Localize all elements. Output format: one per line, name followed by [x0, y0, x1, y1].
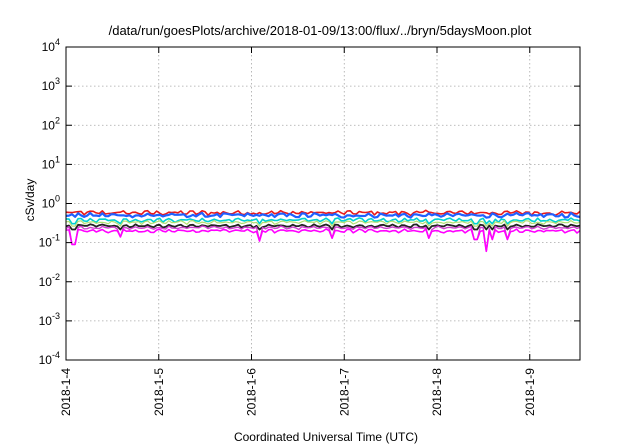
- axes-layer: 10-4 10-3 10-2 10-1 100 101 102 103 104 2018-1-4 2…: [39, 37, 581, 416]
- y-tick-label: 10-2: [39, 272, 60, 289]
- x-tick-label: 2018-1-5: [152, 368, 166, 416]
- y-tick-label: 100: [42, 194, 60, 211]
- y-tick-label: 101: [42, 154, 60, 171]
- y-tick-label: 10-4: [39, 350, 60, 367]
- series-line: [66, 228, 581, 253]
- series-line: [65, 223, 581, 231]
- y-tick-label: 104: [42, 37, 60, 54]
- series-line: [65, 220, 581, 227]
- y-tick-label: 103: [42, 76, 60, 93]
- y-tick-label: 102: [42, 115, 60, 132]
- x-tick-label: 2018-1-8: [430, 368, 444, 416]
- x-tick-label: 2018-1-4: [59, 368, 73, 416]
- series-line: [65, 211, 581, 219]
- series-line: [65, 217, 581, 225]
- plot-frame: [65, 46, 581, 361]
- x-tick-label: 2018-1-6: [245, 368, 259, 416]
- grid-layer: [66, 47, 580, 360]
- series-layer: [65, 209, 581, 253]
- y-axis-label: cSv/day: [23, 179, 37, 222]
- x-tick-label: 2018-1-9: [523, 368, 537, 416]
- y-tick-label: 10-3: [39, 311, 60, 328]
- y-tick-label: 10-1: [39, 233, 60, 250]
- series-line: [65, 209, 581, 217]
- series-line: [65, 225, 581, 252]
- x-tick-label: 2018-1-7: [337, 368, 351, 416]
- x-axis-label: Coordinated Universal Time (UTC): [234, 430, 418, 444]
- chart-title: /data/run/goesPlots/archive/2018-01-09/1…: [109, 23, 532, 38]
